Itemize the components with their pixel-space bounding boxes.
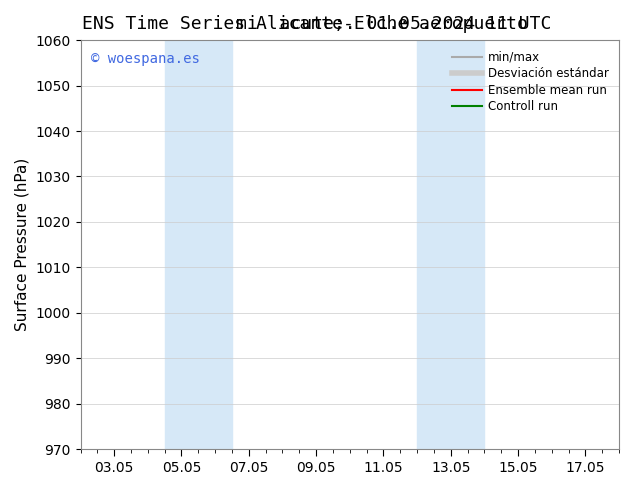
- Bar: [165, 40, 232, 449]
- Text: ENS Time Series Alicante-Elche aeropuerto: ENS Time Series Alicante-Elche aeropuert…: [82, 15, 528, 33]
- Bar: [417, 40, 484, 449]
- Text: © woespana.es: © woespana.es: [91, 52, 200, 66]
- Text: mi  acute;. 01.05.2024 11 UTC: mi acute;. 01.05.2024 11 UTC: [236, 15, 552, 33]
- Y-axis label: Surface Pressure (hPa): Surface Pressure (hPa): [15, 158, 30, 331]
- Legend: min/max, Desviación estándar, Ensemble mean run, Controll run: min/max, Desviación estándar, Ensemble m…: [448, 46, 613, 118]
